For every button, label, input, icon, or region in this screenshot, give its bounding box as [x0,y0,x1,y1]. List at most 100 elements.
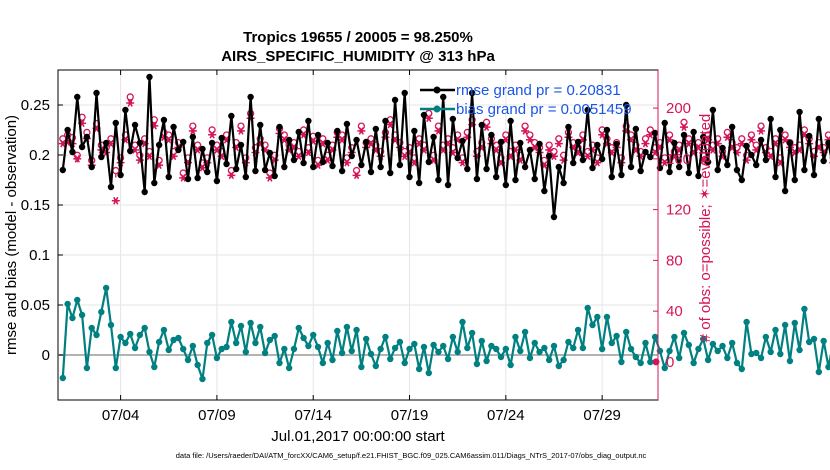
obs-evaluated-center [316,163,320,167]
rmse-point [738,176,745,184]
obs-evaluated-center [715,141,720,146]
rmse-point [825,139,830,147]
rmse-point [728,123,736,131]
y-axis-right-label: # of obs: o=possible; ✶=evaluated [697,114,714,343]
rmse-point [372,125,380,133]
rmse-point [314,131,322,139]
rmse-point [204,168,211,176]
bias-point [685,341,693,349]
bias-point [449,333,457,341]
chart-title-line2: AIRS_SPECIFIC_HUMIDITY @ 313 hPa [221,48,495,65]
obs-evaluated-center [301,132,306,137]
obs-evaluated-marker [111,196,120,205]
bias-point [204,339,211,347]
bias-point [334,327,341,335]
bias-point [531,339,538,347]
rmse-point [406,173,413,181]
bias-point [574,326,582,334]
bias-point [93,331,100,339]
x-tick-label: 07/09 [198,407,236,424]
rmse-point [271,172,278,180]
obs-evaluated-center [648,132,653,137]
obs-evaluated-center [369,141,373,146]
data-file-footnote: data file: /Users/raeder/DAI/ATM_forcXX/… [176,451,647,460]
obs-evaluated-center [412,160,417,165]
obs-evaluated-center [797,148,802,152]
obs-evaluated-center [451,150,455,155]
bias-point [796,346,803,354]
y-right-tick-label: 0 [666,354,674,371]
rmse-point [541,187,548,195]
rmse-point [767,115,774,123]
bias-point [502,345,510,353]
rmse-point [117,171,124,179]
bias-point [801,305,808,313]
rmse-point [820,157,827,165]
rmse-point [64,126,71,134]
bias-point [608,339,615,347]
rmse-point [242,173,250,181]
obs-evaluated-marker [660,158,669,167]
obs-evaluated-center [191,129,195,133]
x-tick-label: 07/24 [487,407,525,424]
obs-evaluated-marker [453,135,462,144]
obs-evaluated-marker [299,130,308,139]
obs-evaluated-center [306,150,311,155]
rmse-point [637,167,644,175]
bias-point [748,350,755,358]
bias-point [661,364,668,372]
rmse-point [574,138,582,146]
rmse-point [777,126,784,134]
rmse-point [232,165,240,173]
bias-point [435,348,442,356]
obs-evaluated-marker [781,135,790,144]
bias-point [478,337,485,345]
obs-evaluated-center [783,138,787,142]
rmse-point [584,106,591,114]
obs-evaluated-center [142,141,147,146]
bias-point [83,364,91,372]
rmse-point [430,133,437,141]
bias-point [772,326,779,334]
obs-evaluated-center [75,157,80,161]
bias-point [632,353,640,361]
rmse-point [112,119,119,127]
rmse-point [454,154,461,162]
bias-point [189,342,197,350]
bias-point [473,360,481,368]
rmse-point [598,155,606,163]
rmse-point [151,179,158,187]
bias-point [382,333,389,341]
bias-point [425,369,432,377]
obs-evaluated-center [215,148,219,152]
bias-point [536,348,543,356]
bias-point [160,326,168,334]
obs-evaluated-marker [525,135,534,144]
bias-point [343,323,351,331]
bias-point [584,304,591,312]
bias-point [570,344,577,352]
bias-point [714,347,721,355]
rmse-point [189,133,197,141]
bias-point [329,356,336,364]
bias-point [468,329,476,337]
rmse-point [815,115,823,123]
obs-evaluated-center [195,148,200,152]
obs-evaluated-marker [800,130,809,139]
obs-evaluated-marker [212,146,221,154]
bias-point [127,330,134,338]
rmse-point [550,213,558,221]
rmse-point [493,173,500,181]
bias-point [594,313,601,321]
obs-evaluated-marker [73,155,82,163]
rmse-point [714,166,721,174]
bias-point [757,354,765,362]
bias-point [324,339,331,347]
obs-evaluated-center [730,145,734,150]
obs-evaluated-marker [424,114,433,123]
bias-point [213,354,221,362]
bias-point [671,333,678,341]
obs-evaluated-center [513,148,518,152]
rmse-point [136,139,144,147]
rmse-point [155,141,163,149]
